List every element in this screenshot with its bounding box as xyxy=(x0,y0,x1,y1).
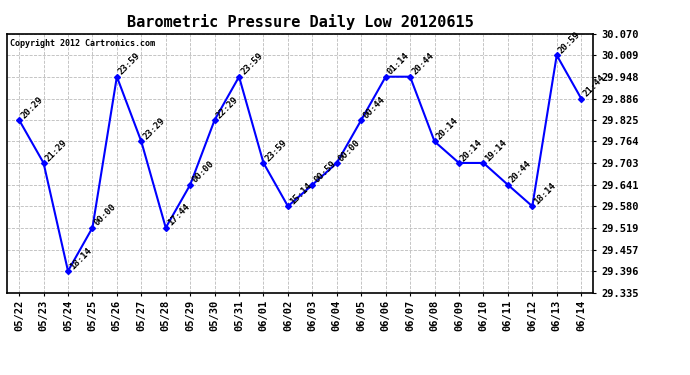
Text: 15:14: 15:14 xyxy=(288,181,313,206)
Text: 00:00: 00:00 xyxy=(92,202,118,228)
Text: 23:59: 23:59 xyxy=(264,138,289,163)
Text: 01:14: 01:14 xyxy=(386,51,411,77)
Text: 23:59: 23:59 xyxy=(117,51,142,77)
Text: 20:29: 20:29 xyxy=(19,94,44,120)
Text: 00:00: 00:00 xyxy=(337,138,362,163)
Text: 00:59: 00:59 xyxy=(313,159,337,185)
Text: 20:59: 20:59 xyxy=(557,30,582,55)
Title: Barometric Pressure Daily Low 20120615: Barometric Pressure Daily Low 20120615 xyxy=(127,14,473,30)
Text: 18:14: 18:14 xyxy=(68,246,93,271)
Text: 20:14: 20:14 xyxy=(435,116,460,141)
Text: 22:29: 22:29 xyxy=(215,94,240,120)
Text: 18:14: 18:14 xyxy=(532,181,558,206)
Text: 21:44: 21:44 xyxy=(581,73,607,99)
Text: 20:44: 20:44 xyxy=(508,159,533,185)
Text: Copyright 2012 Cartronics.com: Copyright 2012 Cartronics.com xyxy=(10,39,155,48)
Text: 21:29: 21:29 xyxy=(43,138,69,163)
Text: 17:44: 17:44 xyxy=(166,202,191,228)
Text: 00:44: 00:44 xyxy=(362,94,386,120)
Text: 20:44: 20:44 xyxy=(410,51,435,77)
Text: 20:14: 20:14 xyxy=(459,138,484,163)
Text: 23:29: 23:29 xyxy=(141,116,167,141)
Text: 23:59: 23:59 xyxy=(239,51,264,77)
Text: 00:00: 00:00 xyxy=(190,159,215,185)
Text: 19:14: 19:14 xyxy=(484,138,509,163)
